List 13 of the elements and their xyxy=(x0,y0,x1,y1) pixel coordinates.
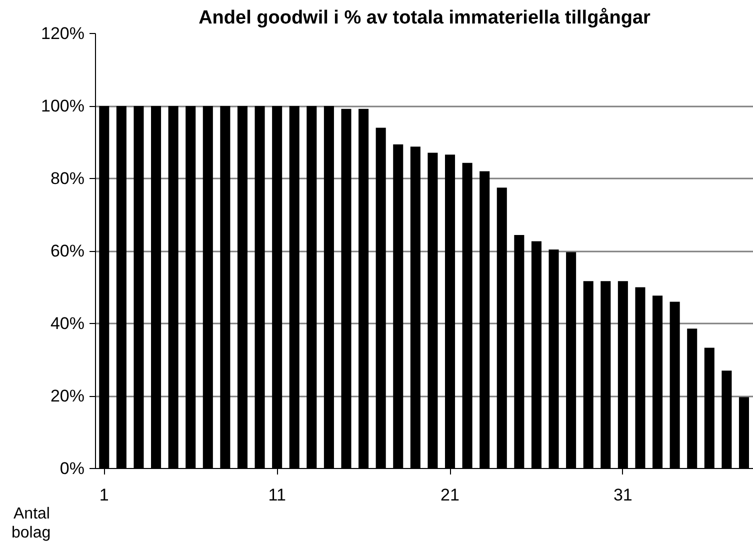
y-tick-label: 40% xyxy=(50,314,85,333)
y-tick-label: 80% xyxy=(50,169,85,188)
y-tick-label: 0% xyxy=(60,459,85,478)
y-tick-label: 100% xyxy=(41,96,85,116)
x-axis-title: Antal bolag xyxy=(12,506,51,542)
x-tick-label: 31 xyxy=(613,486,632,504)
y-tick-label: 120% xyxy=(41,24,85,43)
x-tick-label: 11 xyxy=(268,486,286,504)
x-tick-label: 21 xyxy=(440,486,460,504)
y-tick-label: 60% xyxy=(50,242,85,260)
chart-title: Andel goodwil i % av totala immateriella tillgångar xyxy=(198,8,652,28)
y-tick-label: 20% xyxy=(50,386,85,406)
x-tick-label: 1 xyxy=(99,486,109,504)
